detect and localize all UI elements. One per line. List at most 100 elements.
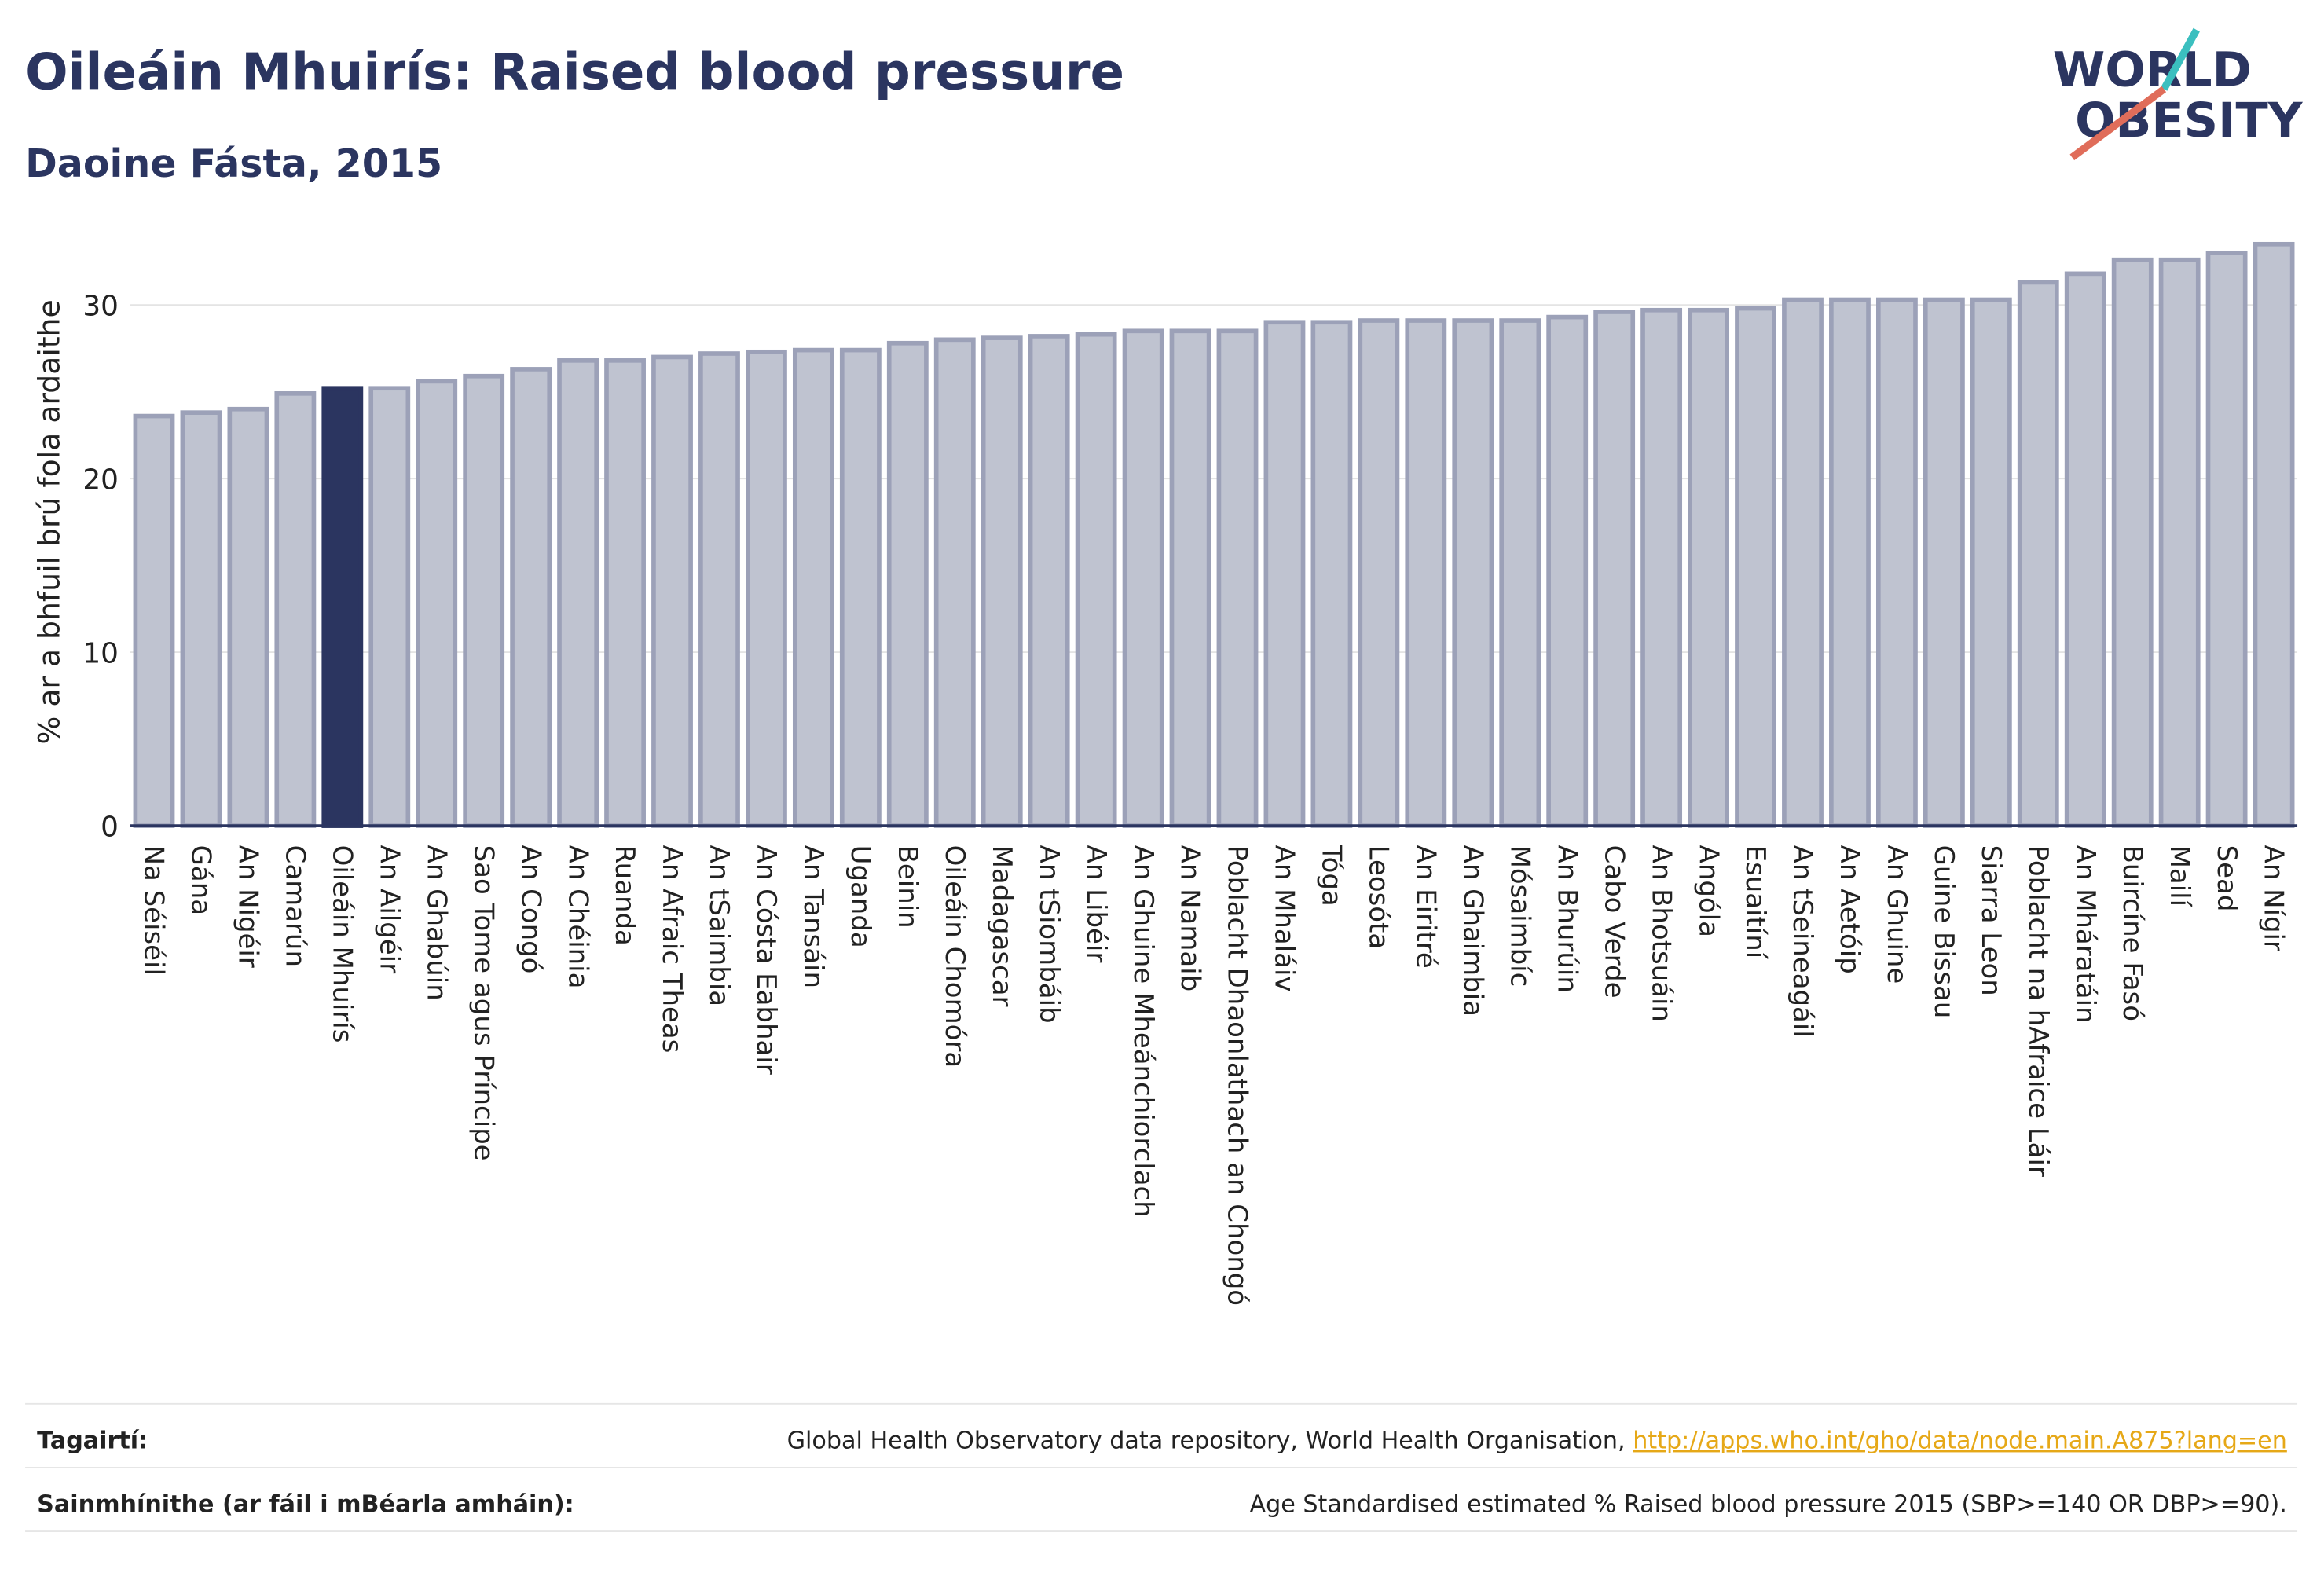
x-tick-label: Camarún [280,845,311,967]
bar [368,386,411,828]
bar [1970,297,2012,828]
footer-link[interactable]: http://apps.who.int/gho/data/node.main.A… [1633,1427,2287,1454]
bar [1688,307,1729,828]
bar [839,347,882,828]
bar [180,410,222,828]
x-tick-label: An Ghuine [1881,845,1912,984]
x-tick-label: Ruanda [609,845,640,946]
x-tick-label: Poblacht na hAfraice Láir [2022,845,2054,1177]
bar [698,351,740,828]
x-tick-label: An Ailgéir [373,845,405,973]
y-axis-label: % ar a bhfuil brú fola ardaithe [31,299,66,744]
bar [886,340,929,828]
chart-subtitle: Daoine Fásta, 2015 [25,141,442,186]
bar [1405,318,1447,828]
bar [2158,257,2201,828]
bar [1593,310,1636,828]
bar [1169,328,1211,828]
x-tick-label: An Nígir [2258,845,2289,951]
bar [604,358,646,828]
x-tick-label: An Bhurúin [1551,845,1582,993]
bar [1263,320,1306,828]
x-tick-label: Mailí [2164,845,2195,908]
bar [463,373,505,828]
bar [1310,320,1353,828]
logo: WORLD OBESITY [2053,27,2304,161]
footer-label: Sainmhínithe (ar fáil i mBéarla amháin): [37,1491,574,1519]
bar [746,349,787,828]
x-tick-label: An Aetóip [1834,845,1865,974]
bar [2253,241,2295,828]
bar [321,386,364,828]
bar [227,406,269,828]
x-tick-label: An Bhotsuáin [1645,845,1677,1022]
x-tick-label: Buircíne Fasó [2117,845,2148,1021]
x-tick-label: An Afraic Theas [656,845,687,1054]
bar [2205,251,2248,828]
footer-label: Tagairtí: [37,1427,148,1454]
x-tick-label: An Namaib [1175,845,1206,992]
x-tick-label: An Ghuine Mheánchiorclach [1127,845,1159,1218]
bar [792,347,834,828]
bar [2111,257,2154,828]
bar [651,354,693,828]
x-tick-label: An tSaimbia [703,845,735,1006]
bar [1358,318,1400,828]
bar [933,337,976,828]
bar [1923,297,1965,828]
x-tick-label: Leosóta [1363,845,1395,950]
logo-slash [2069,86,2167,161]
x-tick-label: An tSeineagáil [1787,845,1818,1038]
y-tick-label: 30 [82,290,119,322]
bar [981,335,1023,828]
bar [274,391,317,828]
y-tick-label: 20 [82,464,119,496]
bar [1829,297,1871,828]
bar [1640,307,1683,828]
x-tick-label: Tóga [1316,845,1347,907]
chart-title: Oileáin Mhuirís: Raised blood pressure [25,43,1124,102]
bar [416,379,458,828]
x-tick-label: An Eiritré [1410,845,1442,969]
bar [1028,334,1070,828]
x-tick-label: Poblacht Dhaonlathach an Chongó [1222,845,1253,1306]
x-tick-label: An Congó [515,845,546,974]
footer-source: Global Health Observatory data repositor… [787,1427,1633,1454]
y-tick-label: 0 [101,811,119,843]
x-tick-label: Oileáin Mhuirís [326,845,357,1043]
bar [1499,318,1541,828]
x-tick-label: An Chéinia [562,845,593,989]
x-tick-label: An Ghabúin [420,845,452,1001]
bar [1452,318,1494,828]
bar [1875,297,1918,828]
x-tick-label: Angóla [1692,845,1724,937]
x-tick-label: Sead [2211,845,2242,912]
x-tick-label: Uganda [845,845,876,948]
x-tick-label: Beinin [892,845,923,929]
x-tick-label: An Mhaláiv [1269,845,1300,992]
x-tick-label: Guine Bissau [1928,845,1959,1019]
x-tick-label: Cabo Verde [1598,845,1629,999]
x-tick-label: An Mháratáin [2069,845,2101,1024]
bar [1075,332,1117,828]
bar [1782,297,1824,828]
footer: Tagairtí: Global Health Observatory data… [25,1402,2298,1533]
bar [1735,306,1776,828]
x-tick-label: Mósaimbíc [1504,845,1535,988]
bar [2064,271,2106,828]
x-tick-label: An Cósta Eabhair [750,845,782,1075]
logo-slash [2161,27,2200,91]
footer-text: Age Standardised estimated % Raised bloo… [1249,1491,2286,1519]
bar [2017,280,2059,828]
x-tick-label: An tSiombáib [1033,845,1065,1024]
bar [510,367,552,828]
x-tick-label: Esuaitíní [1739,845,1771,960]
x-tick-label: Siarra Leon [1975,845,2007,996]
x-tick-label: Oileáin Chomóra [939,845,970,1068]
bar [133,413,175,828]
x-tick-label: Madagascar [986,845,1017,1007]
bar [1122,328,1164,828]
bar [1216,328,1259,828]
x-tick-label: An Libéir [1080,845,1112,963]
